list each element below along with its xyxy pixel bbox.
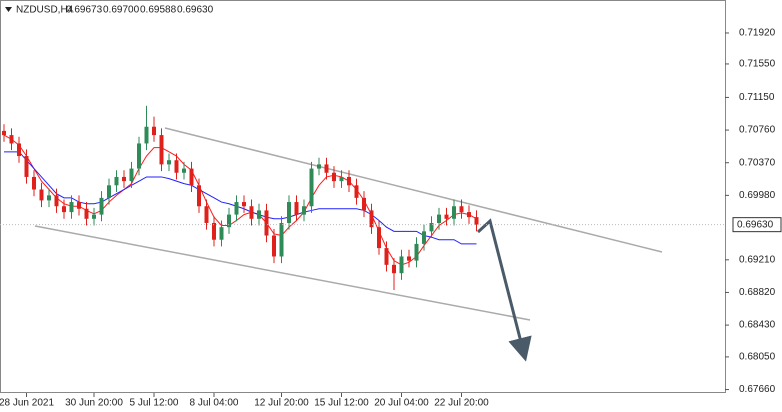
candle-body [407,256,411,261]
candle-body [309,168,314,207]
ohlc-low: 0.69588 [140,5,177,16]
candle-body [197,185,201,207]
candle-body [159,135,164,165]
candle-body [9,135,14,144]
x-tick-label: 22 Jul 20:00 [434,398,489,409]
indicator-line [3,134,477,266]
x-tick-label: 5 Jul 12:00 [130,398,179,409]
candle-body [144,126,149,144]
candle-body [459,206,464,213]
candle-body [137,143,141,169]
current-price-box [732,217,782,233]
x-tick-label: 12 Jul 20:00 [254,398,309,409]
candle-body [332,172,336,182]
candle-body [2,130,6,136]
y-tick-label: 0.68050 [739,352,776,363]
candle-body [444,214,449,219]
candle-body [339,176,344,182]
candle-body [182,168,186,173]
menu-triangle [5,7,12,12]
candle-body [152,126,156,136]
symbol: NZDUSD,H4 [16,5,74,16]
indicator-line [4,151,477,245]
forecast-arrow [476,218,532,362]
current-price-label: 0.69630 [737,219,774,230]
candle-body [362,197,366,211]
candle-body [422,231,426,244]
candle-body [129,168,134,182]
candle-body [392,264,396,274]
candle-body [219,227,224,240]
candle-body [272,235,276,257]
candle-body [92,214,96,219]
y-tick-label: 0.67660 [739,384,776,395]
y-tick-label: 0.71150 [739,92,775,103]
candle-body [437,214,441,223]
candle-body [242,202,246,207]
y-tick-label: 0.68820 [739,287,776,298]
candle-body [279,222,284,257]
candle-body [354,185,359,198]
candle-body [32,176,36,190]
candle-body [234,202,239,215]
candle-body [452,206,456,219]
y-tick-label: 0.71920 [739,28,776,39]
x-tick-label: 15 Jul 12:00 [314,398,369,409]
candle-body [384,248,389,265]
candle-body [189,168,194,186]
candle-body [287,202,291,223]
ohlc-open: 0.69673 [66,5,103,16]
candle-body [414,243,419,261]
ohlc-close: 0.69630 [177,5,214,16]
candle-body [302,206,306,215]
candle-body [39,189,44,201]
candle-body [17,143,21,157]
candle-body [264,210,269,236]
channel-upper [164,127,663,253]
y-tick-label: 0.70370 [739,157,776,168]
candle-body [399,256,404,274]
candle-body [114,176,119,186]
candle-body [347,176,351,186]
candle-body [257,210,261,219]
candle-body [62,206,66,213]
candle-body [107,185,111,198]
y-tick-label: 0.69210 [739,254,776,265]
x-tick-label: 20 Jul 04:00 [374,398,429,409]
x-tick-label: 28 Jun 2021 [0,398,54,409]
candle-body [467,212,471,218]
candle-body [122,176,126,182]
candle-body [77,202,81,209]
candle-body [227,214,231,228]
candle-body [429,222,434,232]
candle-body [294,202,299,215]
candle-body [84,208,89,219]
candle-body [167,160,171,165]
ohlc-high: 0.69700 [103,5,140,16]
candle-body [174,160,179,173]
plot-frame [0,0,726,393]
candle-body [47,195,51,201]
candle-body [24,156,29,177]
y-tick-label: 0.70760 [739,125,776,136]
y-tick-label: 0.68430 [739,320,776,331]
channel-lower [34,225,531,321]
candle-body [204,206,209,223]
y-tick-label: 0.71550 [739,59,776,70]
candle-body [54,195,59,207]
candle-body [99,197,104,215]
candle-body [249,206,254,219]
candle-body [474,217,479,225]
candle-body [377,227,381,249]
x-tick-label: 8 Jul 04:00 [190,398,239,409]
candle-body [369,210,374,228]
y-tick-label: 0.69980 [739,190,776,201]
candle-body [324,164,329,173]
candle-body [212,222,216,240]
candle-body [317,164,321,169]
candle-body [69,202,74,213]
x-tick-label: 30 Jun 20:00 [65,398,123,409]
